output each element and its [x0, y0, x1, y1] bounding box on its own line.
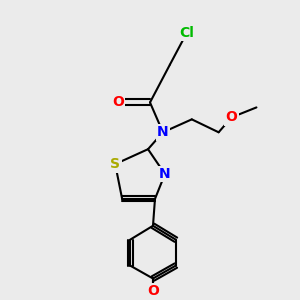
Text: Cl: Cl: [179, 26, 194, 40]
Text: N: N: [157, 125, 169, 139]
Text: O: O: [226, 110, 238, 124]
Text: N: N: [159, 167, 171, 181]
Text: S: S: [110, 157, 120, 171]
Text: O: O: [147, 284, 159, 298]
Text: O: O: [112, 95, 124, 110]
